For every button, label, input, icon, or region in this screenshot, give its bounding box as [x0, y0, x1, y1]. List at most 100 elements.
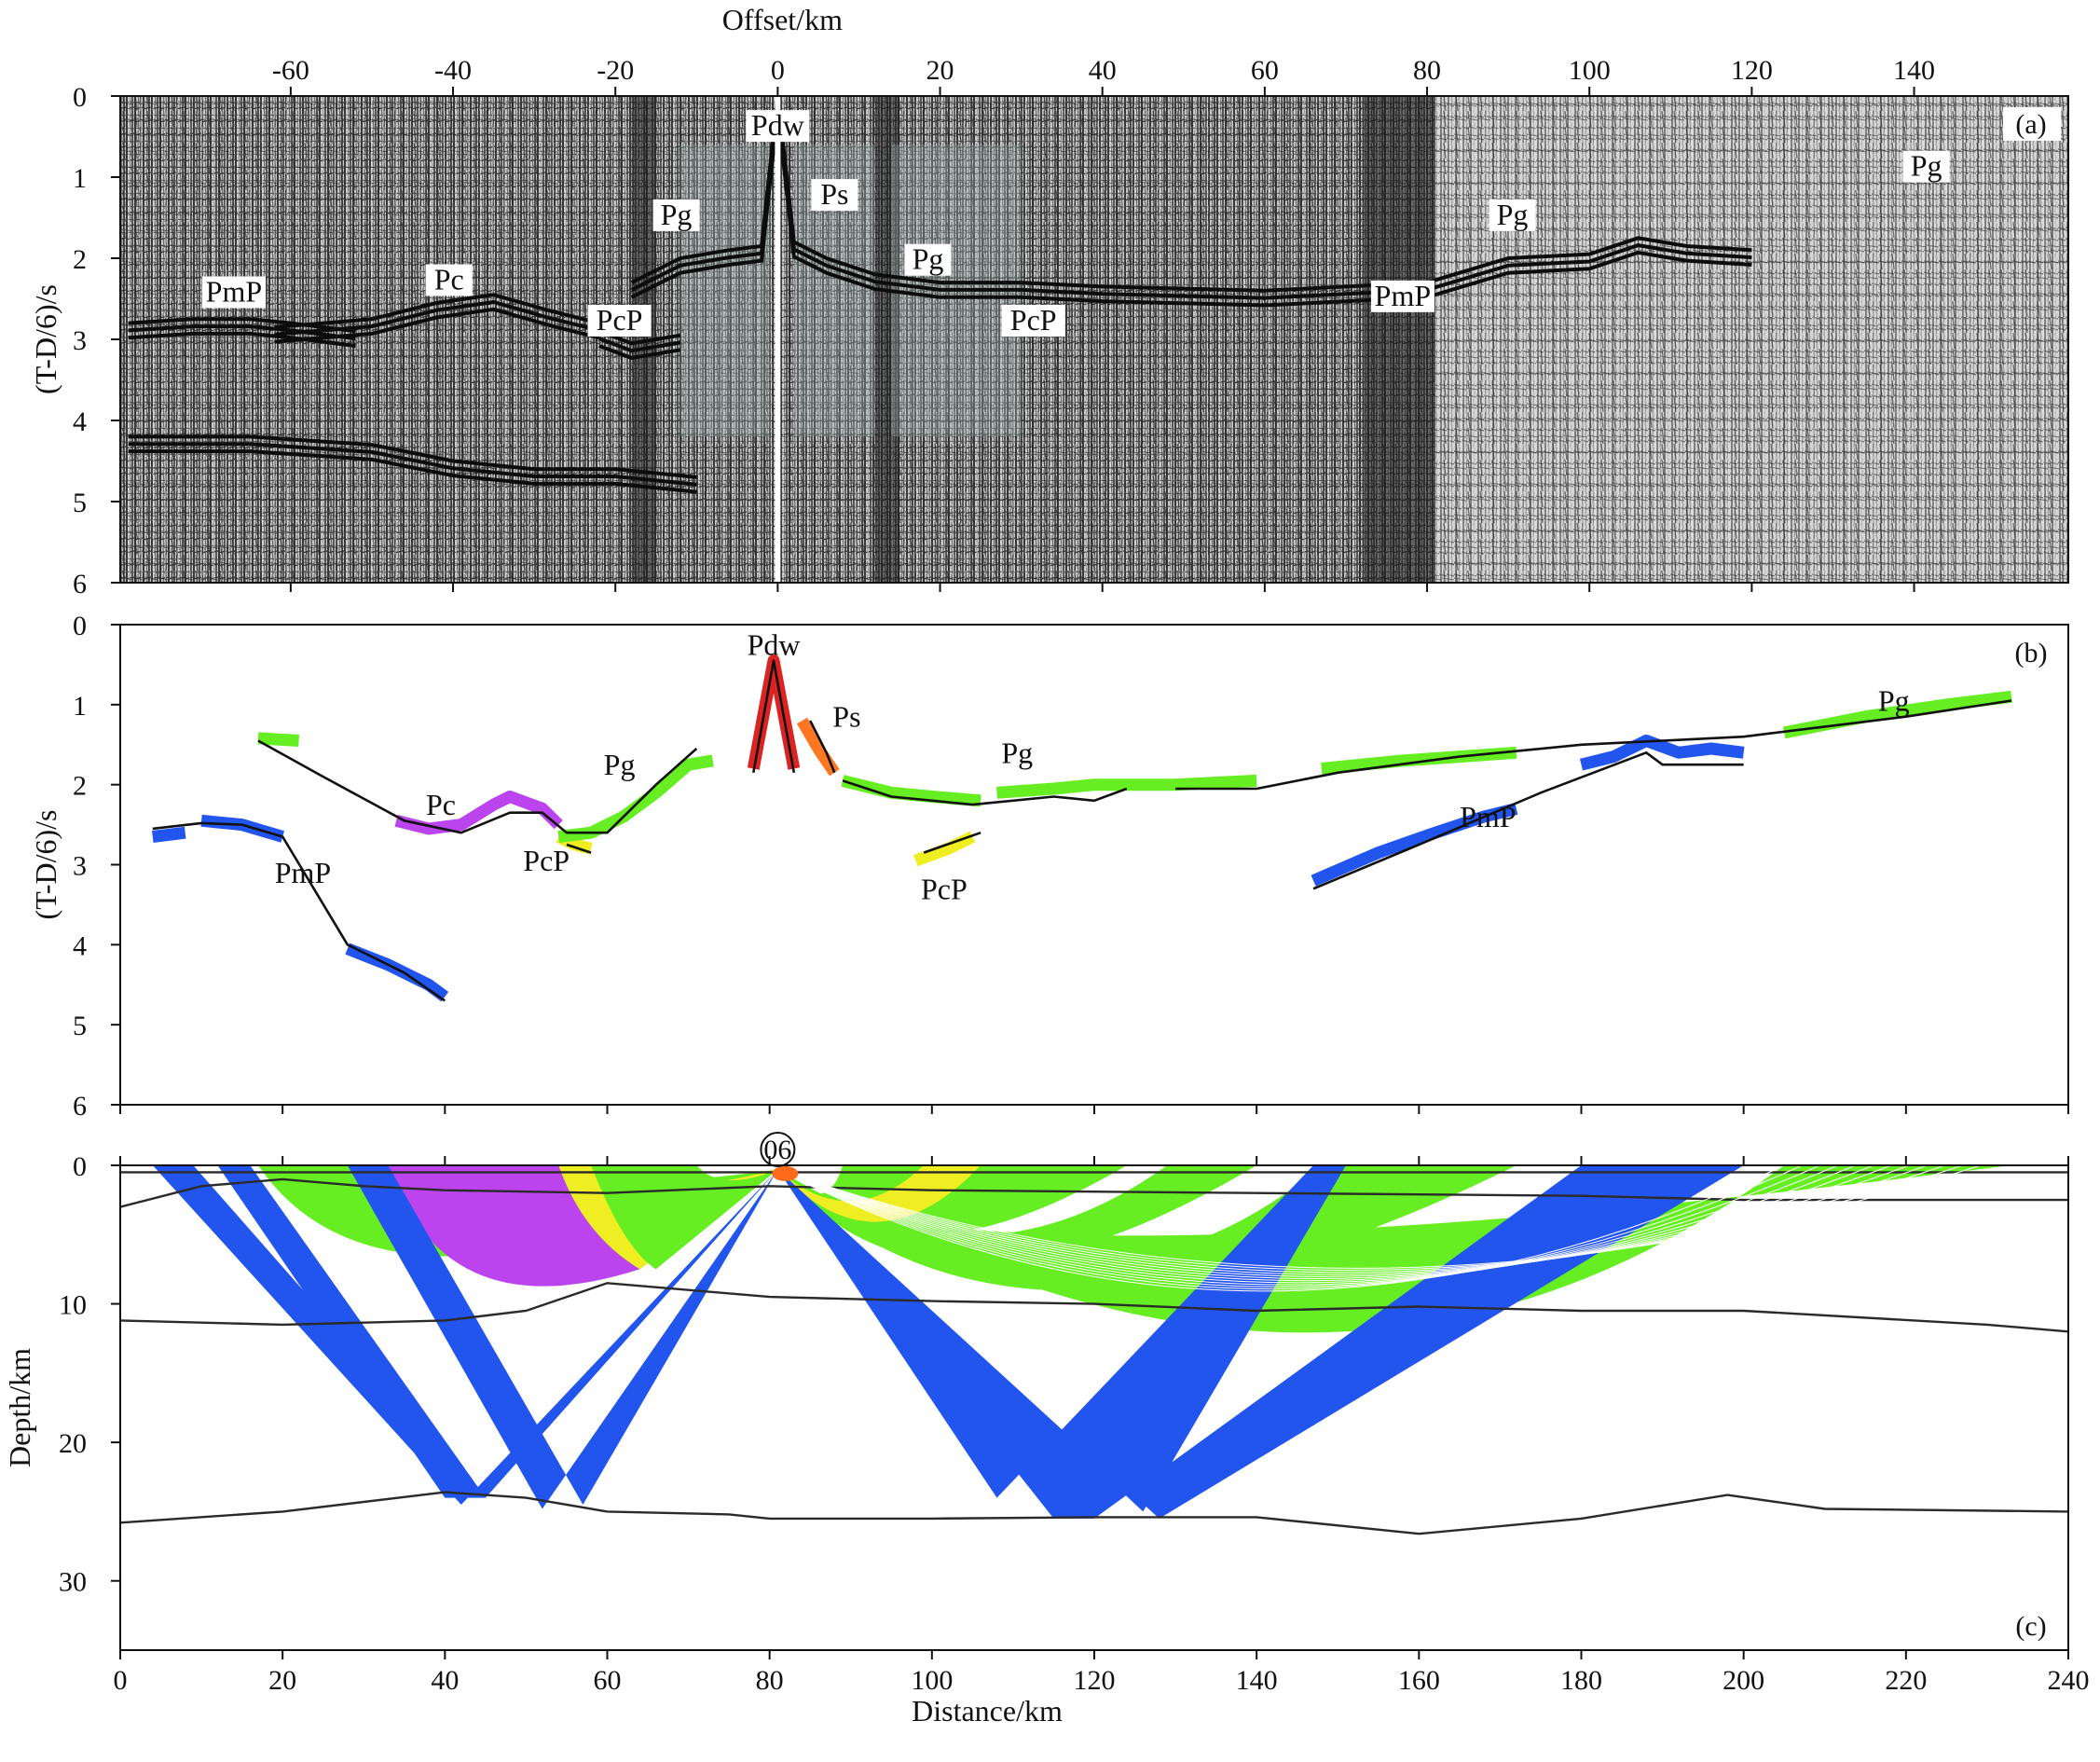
phase-label: Pdw [748, 627, 801, 661]
y-tick-label: 2 [73, 771, 87, 802]
event-line-Sub [128, 434, 697, 479]
x-tick-label: 60 [1251, 55, 1279, 86]
phase-label: Pg [1497, 198, 1529, 231]
event-line-Sub [128, 442, 697, 487]
y-axis-title: (T-D/6)/s [29, 284, 62, 394]
phase-label: Pg [661, 198, 693, 231]
calculated-time-PmP [152, 821, 446, 1002]
x-tick-label: 140 [1236, 1665, 1278, 1696]
model-interface [120, 1282, 2068, 1333]
event-line-PmP [128, 317, 356, 334]
phase-label: PcP [1010, 303, 1057, 337]
phase-label: PmP [206, 275, 262, 309]
x-tick-label: 20 [268, 1665, 296, 1696]
y-tick-label: 6 [73, 569, 87, 599]
x-tick-label: -60 [272, 55, 309, 86]
model-interface [120, 1491, 2068, 1535]
phase-label: Pg [1001, 736, 1033, 769]
dark-trace-band [874, 96, 899, 583]
y-tick-label: 4 [73, 930, 87, 961]
observed-pick-Pc [394, 791, 563, 835]
observed-pick-PcP [913, 831, 976, 867]
x-tick-label: 100 [911, 1665, 953, 1696]
ray-fan-PmP-left-near [347, 1165, 778, 1509]
ray-path-line [777, 1165, 1874, 1282]
y-tick-label: 5 [73, 488, 87, 518]
observed-pick-Pg [1782, 690, 2012, 739]
panel-letter: (a) [2015, 109, 2046, 140]
x-tick-label: 40 [431, 1665, 459, 1696]
phase-label: Pg [604, 748, 636, 781]
ray-plot-area [120, 1165, 2068, 1535]
phase-label-bg [587, 304, 652, 337]
model-interface [120, 1177, 2068, 1208]
grey-trace-band [679, 145, 770, 437]
phase-label-bg [1902, 150, 1950, 183]
x-tick-label: 200 [1723, 1665, 1764, 1696]
phase-label: Pg [1878, 684, 1910, 718]
x-tick-label: 240 [2048, 1665, 2090, 1696]
event-line-Pg [630, 110, 1752, 308]
ray-path-line [777, 1165, 1820, 1287]
x-tick-label: 0 [114, 1665, 128, 1696]
phase-label-bg [201, 276, 266, 309]
phase-label: Pg [913, 242, 944, 276]
phase-label: Pdw [751, 108, 804, 142]
x-axis-title: Offset/km [722, 3, 843, 36]
phase-label-bg [746, 110, 810, 143]
ray-path-line [777, 1165, 1945, 1273]
observed-pick-PmP [152, 826, 186, 843]
y-axis-title: (T-D/6)/s [29, 810, 62, 920]
x-tick-label: 60 [594, 1665, 622, 1696]
y-tick-label: 10 [59, 1290, 87, 1321]
phase-label: Ps [832, 700, 860, 734]
ray-path-line [777, 1165, 1892, 1279]
panel-letter: (c) [2015, 1611, 2046, 1642]
y-axis-title: Depth/km [3, 1348, 36, 1467]
ray-fan-PcP-right [777, 1165, 981, 1222]
phase-label-bg [1489, 199, 1536, 231]
panel-a-record-section: -60 -40 -20 0 20 40 60 80 100 120 140 0 1 2 3 4 5 6 Offset… [29, 3, 2069, 599]
phase-label-bg [904, 243, 952, 276]
ray-path-line [777, 1165, 1963, 1272]
phase-label: PcP [921, 872, 968, 905]
observed-pick-PmP [1311, 803, 1518, 887]
y-tick-label: 6 [73, 1091, 87, 1122]
phase-label: Pg [1911, 149, 1942, 183]
panel-letter: (b) [2015, 638, 2048, 668]
dark-trace-band [1362, 96, 1435, 583]
ray-fan-PmP-right-down [777, 1169, 1094, 1519]
event-line-PcP [598, 344, 681, 361]
event-line-PmP [128, 331, 356, 348]
x-tick-label: 140 [1893, 55, 1935, 86]
observed-pick-PmP [1579, 735, 1745, 771]
x-tick-label: 120 [1074, 1665, 1116, 1696]
shot-marker [772, 1165, 799, 1181]
y-tick-label: 0 [73, 611, 87, 641]
x-tick-label: 220 [1885, 1665, 1927, 1696]
calculated-time-Pg [257, 739, 698, 834]
x-tick-label: -20 [597, 55, 634, 86]
x-tick-label: 40 [1089, 55, 1117, 86]
calculated-time-PmP [1312, 750, 1744, 890]
phase-label-bg [652, 199, 700, 231]
phase-label: Pc [434, 262, 464, 296]
phase-label-bg [1370, 280, 1434, 312]
calculated-time-Ps [809, 720, 836, 774]
ray-path-line [777, 1165, 1803, 1290]
x-tick-label: 160 [1398, 1665, 1440, 1696]
event-line-Pc [274, 299, 600, 337]
x-tick-label: 120 [1731, 55, 1773, 86]
y-tick-label: 3 [73, 851, 87, 882]
y-tick-label: 20 [59, 1428, 87, 1459]
calculated-time-PcP [566, 843, 592, 854]
ray-path-line [777, 1165, 1982, 1269]
observed-pick-Ps [796, 717, 840, 777]
ray-fan-PmP-left-up [217, 1165, 486, 1498]
y-tick-label: 30 [59, 1567, 87, 1598]
event-line-Pc [274, 307, 600, 344]
phase-label: PmP [1375, 279, 1431, 312]
event-line-Pg [630, 96, 1752, 293]
y-tick-label: 1 [73, 691, 87, 722]
ray-path-line [777, 1165, 1785, 1292]
